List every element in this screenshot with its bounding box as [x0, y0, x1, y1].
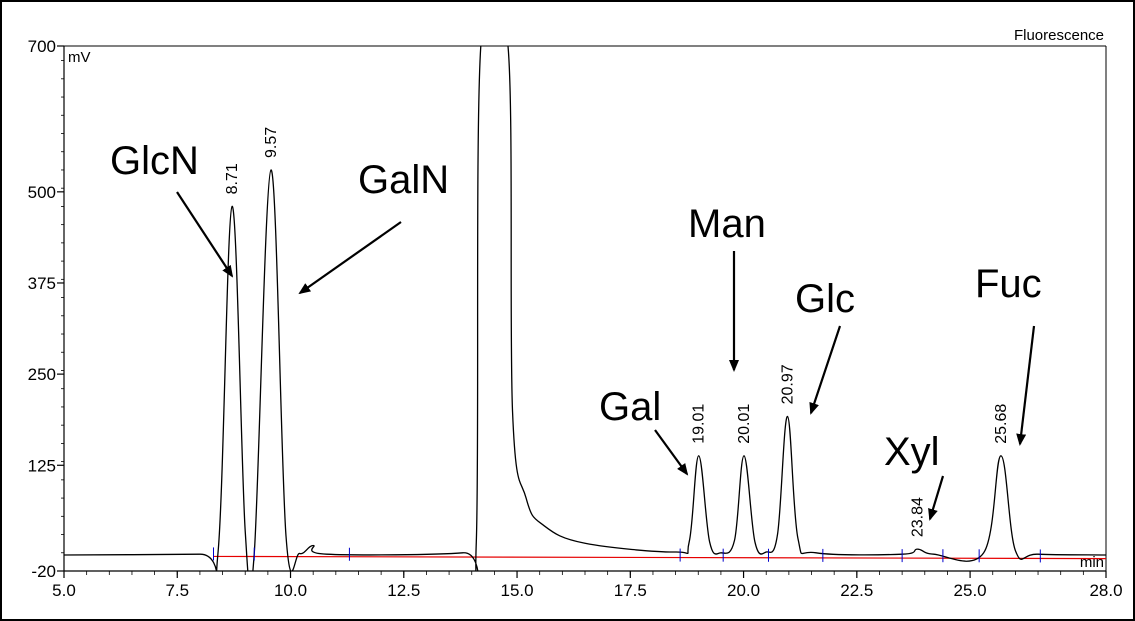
arrow-glc: [809, 325, 842, 415]
x-tick-label: 28.0: [1089, 581, 1122, 600]
peak-rt-label: 20.01: [736, 404, 753, 444]
compound-label-fuc: Fuc: [975, 262, 1042, 306]
chromatogram-trace: [64, 46, 1106, 571]
trace-line: [64, 46, 1106, 571]
integration-baseline: [213, 555, 1107, 560]
y-tick-label: -20: [31, 562, 56, 581]
baseline-line: [213, 555, 1107, 560]
y-tick-label: 125: [28, 456, 56, 475]
x-tick-label: 10.0: [274, 581, 307, 600]
x-axis-ticks: 5.0 7.5 10.0 12.5 15.0 17.5 20.0 22.5 25.0 28.0: [52, 571, 1123, 600]
arrow-glcn: [176, 191, 234, 278]
peak-rt-label: 8.71: [224, 163, 241, 194]
compound-label-glcn: GlcN: [110, 139, 199, 183]
compound-label-xyl: Xyl: [884, 430, 940, 474]
x-tick-label: 12.5: [387, 581, 420, 600]
x-tick-label: 15.0: [500, 581, 533, 600]
arrow-xyl: [928, 475, 945, 521]
compound-label-man: Man: [688, 202, 766, 246]
x-tick-label: 7.5: [165, 581, 189, 600]
arrow-gal: [654, 429, 689, 476]
arrow-galn: [298, 221, 402, 295]
x-tick-label: 25.0: [954, 581, 987, 600]
peak-retention-labels: 8.71 9.57 19.01 20.01 20.97 23.84 25.68: [224, 127, 1010, 537]
x-tick-label: 5.0: [52, 581, 76, 600]
x-axis-unit-label: min: [1080, 554, 1104, 571]
y-tick-label: 500: [28, 183, 56, 202]
peak-rt-label: 25.68: [993, 404, 1010, 444]
y-axis-ticks: 700 500 375 250 125 -20: [28, 37, 64, 581]
x-tick-label: 22.5: [840, 581, 873, 600]
y-tick-label: 250: [28, 365, 56, 384]
peak-rt-label: 9.57: [263, 127, 280, 158]
peak-rt-label: 23.84: [910, 497, 927, 537]
peak-rt-label: 19.01: [691, 404, 708, 444]
compound-label-gal: Gal: [599, 385, 661, 429]
integration-markers: [213, 547, 1041, 563]
arrow-fuc: [1016, 325, 1036, 446]
y-tick-label: 375: [28, 274, 56, 293]
compound-label-galn: GalN: [358, 158, 449, 202]
x-tick-label: 17.5: [614, 581, 647, 600]
compound-label-glc: Glc: [795, 277, 855, 321]
detector-label: Fluorescence: [1014, 27, 1104, 44]
peak-rt-label: 20.97: [780, 364, 797, 404]
x-tick-label: 20.0: [727, 581, 760, 600]
y-axis-unit-label: mV: [68, 49, 91, 66]
y-tick-label: 700: [28, 37, 56, 56]
